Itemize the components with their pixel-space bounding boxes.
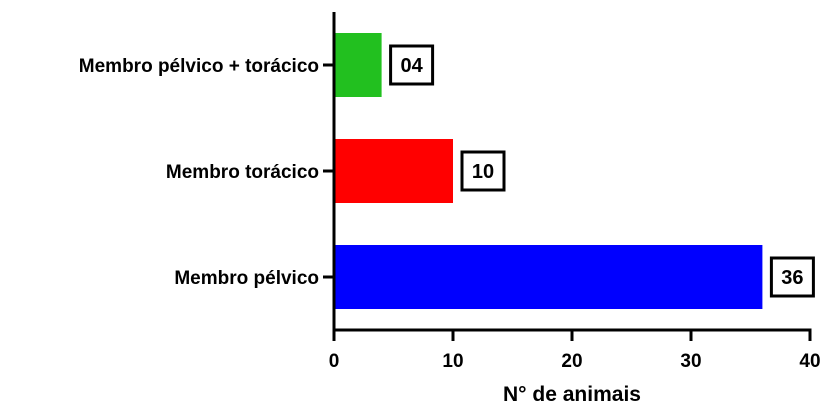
data-label: 36 (781, 267, 803, 289)
data-label-box (460, 150, 506, 192)
data-label: 04 (400, 55, 423, 77)
category-labels: Membro pélvico + torácico Membro torácico… (79, 56, 334, 289)
data-label-box (389, 44, 435, 86)
bar-2 (335, 139, 453, 203)
bars-group (335, 33, 763, 309)
bar-3 (335, 245, 763, 309)
data-label-box (769, 256, 815, 298)
x-tick-label: 10 (442, 351, 463, 372)
x-ticks: 0 10 20 30 40 (329, 330, 821, 372)
data-label: 10 (472, 161, 494, 183)
x-tick-label: 40 (799, 351, 820, 372)
bar-1 (335, 33, 382, 97)
category-label: Membro pélvico (174, 268, 319, 289)
x-tick-label: 20 (561, 351, 582, 372)
x-axis-title: N° de animais (503, 383, 641, 406)
category-label: Membro torácico (166, 162, 319, 183)
x-tick-label: 0 (329, 351, 340, 372)
category-label: Membro pélvico + torácico (79, 56, 319, 77)
data-labels-group: 04 10 36 (389, 44, 815, 298)
x-tick-label: 30 (680, 351, 701, 372)
